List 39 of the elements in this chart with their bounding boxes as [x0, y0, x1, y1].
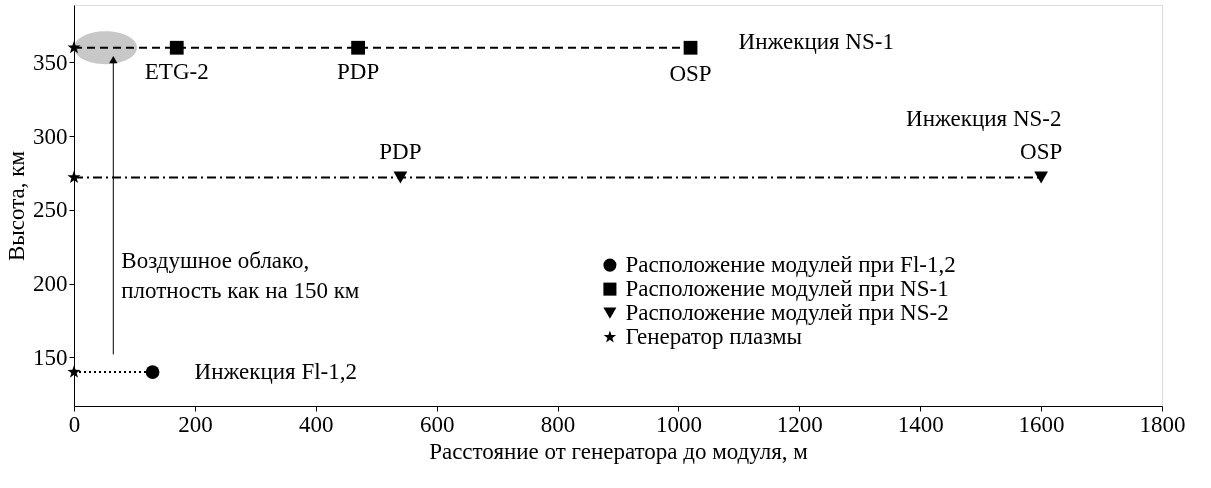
- x-tick-label: 1200: [776, 411, 823, 437]
- x-tick-label: 1600: [1018, 411, 1065, 437]
- x-axis-title: Расстояние от генератора до модуля, м: [429, 438, 809, 464]
- point: [67, 170, 81, 184]
- y-tick-label: 150: [33, 344, 68, 370]
- annotation: OSP: [669, 60, 712, 86]
- point: [1034, 171, 1048, 184]
- annotation: Воздушное облако, плотность как на 150 км: [121, 248, 360, 303]
- x-tick-label: 1000: [655, 411, 702, 437]
- point: [67, 40, 81, 54]
- x-tick-label: 600: [419, 411, 455, 437]
- annotation: Инжекция Fl-1,2: [194, 359, 358, 385]
- annotation: Инжекция NS-2: [906, 106, 1062, 132]
- y-tick-label: 350: [33, 50, 68, 75]
- x-tick-label: 1800: [1139, 411, 1186, 437]
- annotation: OSP: [1020, 139, 1063, 165]
- point: [393, 171, 408, 184]
- y-axis-title: Высота, км: [4, 150, 29, 261]
- y-tick-label: 300: [33, 123, 68, 149]
- legend-label: Генератор плазмы: [625, 324, 803, 350]
- y-tick-label: 250: [33, 197, 68, 223]
- x-tick-label: 400: [299, 411, 334, 437]
- x-tick-label: 800: [540, 411, 576, 437]
- x-tick-label: 1400: [897, 411, 944, 437]
- x-tick-label: 200: [178, 411, 213, 437]
- point: [67, 365, 81, 378]
- point: [169, 40, 184, 55]
- legend-label: Расположение модулей при Fl-1,2: [625, 252, 956, 278]
- annotation: PDP: [379, 139, 422, 165]
- annotation: ETG-2: [144, 58, 209, 84]
- y-tick-label: 200: [33, 271, 68, 297]
- legend-label: Расположение модулей при NS-2: [625, 300, 949, 326]
- point: [683, 40, 698, 55]
- legend-label: Расположение модулей при NS-1: [625, 276, 949, 302]
- annotation: PDP: [336, 58, 380, 84]
- point: [351, 40, 365, 55]
- annotation: Инжекция NS-1: [738, 28, 894, 54]
- x-tick-label: 0: [68, 411, 81, 437]
- point: [145, 365, 160, 379]
